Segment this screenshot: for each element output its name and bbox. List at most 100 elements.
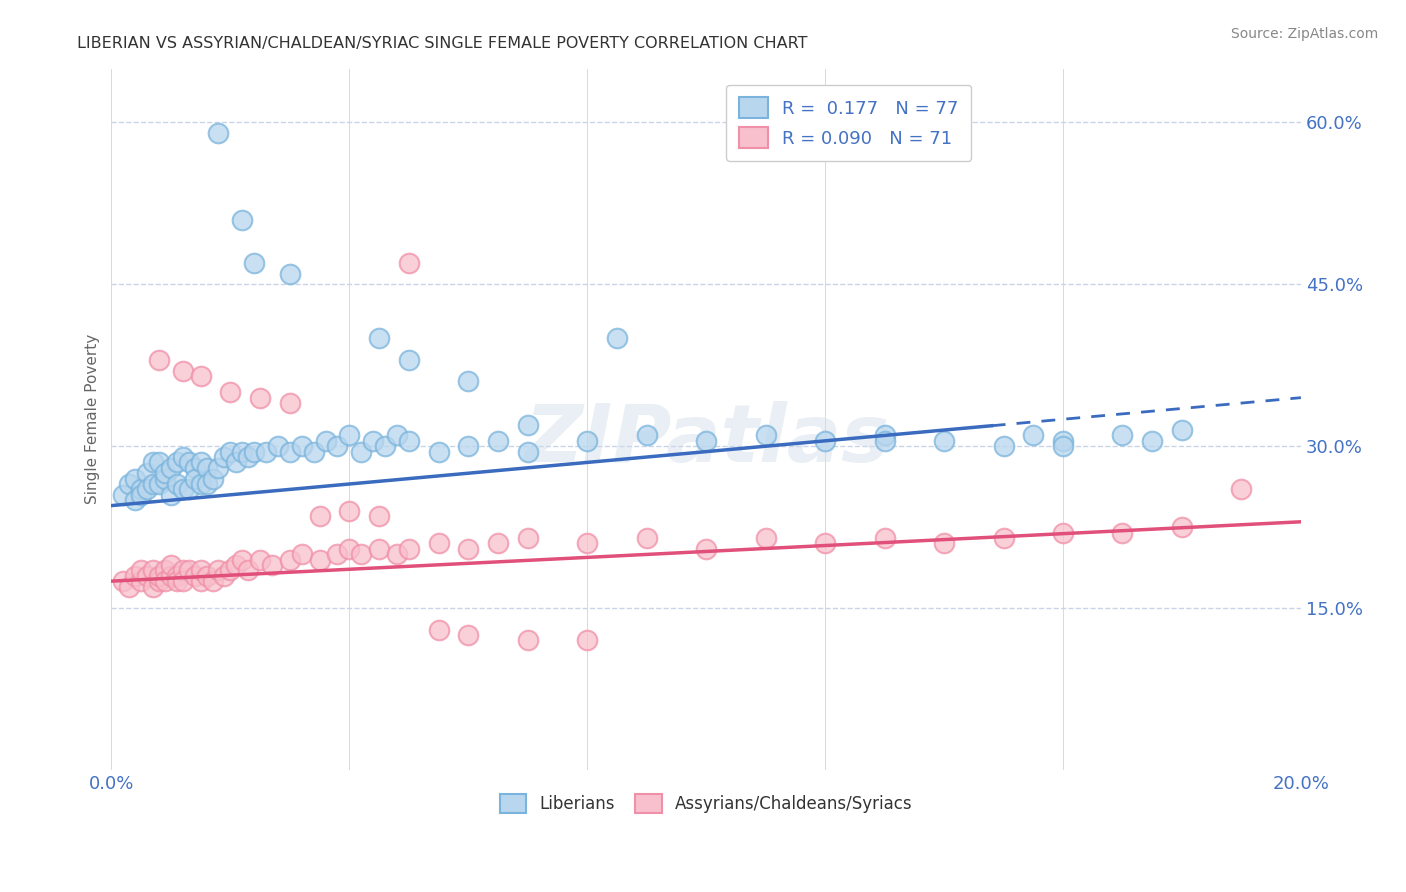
Point: [308, 552, 330, 566]
Point: [350, 547, 373, 561]
Point: [207, 126, 229, 140]
Point: [142, 563, 165, 577]
Point: [124, 493, 146, 508]
Point: [118, 580, 141, 594]
Point: [153, 467, 176, 481]
Point: [326, 547, 349, 561]
Point: [112, 574, 135, 589]
Point: [267, 439, 290, 453]
Point: [195, 477, 218, 491]
Point: [576, 434, 599, 448]
Point: [148, 477, 170, 491]
Point: [291, 547, 314, 561]
Point: [249, 391, 271, 405]
Point: [183, 460, 205, 475]
Point: [291, 439, 314, 453]
Point: [190, 369, 212, 384]
Point: [516, 633, 538, 648]
Point: [755, 531, 778, 545]
Point: [177, 563, 200, 577]
Point: [337, 541, 360, 556]
Point: [1052, 525, 1074, 540]
Point: [932, 536, 955, 550]
Point: [166, 477, 188, 491]
Point: [207, 563, 229, 577]
Point: [172, 563, 194, 577]
Point: [260, 558, 283, 572]
Point: [190, 455, 212, 469]
Point: [427, 444, 450, 458]
Point: [166, 568, 188, 582]
Point: [350, 444, 373, 458]
Point: [457, 628, 479, 642]
Point: [148, 352, 170, 367]
Point: [238, 563, 260, 577]
Text: ZIPatlas: ZIPatlas: [523, 401, 889, 479]
Text: Source: ZipAtlas.com: Source: ZipAtlas.com: [1230, 27, 1378, 41]
Point: [231, 552, 253, 566]
Point: [278, 267, 301, 281]
Point: [398, 541, 420, 556]
Point: [225, 455, 247, 469]
Point: [516, 531, 538, 545]
Point: [142, 580, 165, 594]
Point: [124, 568, 146, 582]
Point: [278, 444, 301, 458]
Point: [183, 472, 205, 486]
Point: [427, 623, 450, 637]
Point: [368, 509, 391, 524]
Point: [516, 417, 538, 432]
Point: [148, 574, 170, 589]
Point: [129, 483, 152, 497]
Point: [315, 434, 337, 448]
Point: [142, 477, 165, 491]
Point: [1140, 434, 1163, 448]
Point: [337, 428, 360, 442]
Point: [160, 488, 183, 502]
Point: [136, 483, 159, 497]
Point: [172, 450, 194, 464]
Point: [457, 541, 479, 556]
Point: [873, 531, 896, 545]
Point: [695, 541, 717, 556]
Text: LIBERIAN VS ASSYRIAN/CHALDEAN/SYRIAC SINGLE FEMALE POVERTY CORRELATION CHART: LIBERIAN VS ASSYRIAN/CHALDEAN/SYRIAC SIN…: [77, 36, 808, 51]
Point: [457, 375, 479, 389]
Point: [190, 477, 212, 491]
Point: [231, 444, 253, 458]
Point: [337, 504, 360, 518]
Point: [636, 428, 658, 442]
Point: [1111, 428, 1133, 442]
Point: [195, 460, 218, 475]
Point: [166, 455, 188, 469]
Point: [225, 558, 247, 572]
Point: [207, 460, 229, 475]
Point: [214, 568, 236, 582]
Point: [374, 439, 396, 453]
Point: [243, 444, 266, 458]
Point: [231, 212, 253, 227]
Point: [129, 488, 152, 502]
Point: [124, 472, 146, 486]
Point: [576, 633, 599, 648]
Point: [1171, 520, 1194, 534]
Point: [606, 331, 628, 345]
Point: [153, 563, 176, 577]
Point: [219, 444, 242, 458]
Point: [814, 536, 837, 550]
Point: [249, 552, 271, 566]
Point: [302, 444, 325, 458]
Point: [576, 536, 599, 550]
Point: [1111, 525, 1133, 540]
Point: [361, 434, 384, 448]
Point: [1052, 439, 1074, 453]
Point: [278, 396, 301, 410]
Point: [243, 256, 266, 270]
Point: [172, 483, 194, 497]
Point: [136, 467, 159, 481]
Point: [166, 574, 188, 589]
Point: [398, 434, 420, 448]
Point: [1171, 423, 1194, 437]
Point: [308, 509, 330, 524]
Point: [190, 563, 212, 577]
Point: [993, 439, 1015, 453]
